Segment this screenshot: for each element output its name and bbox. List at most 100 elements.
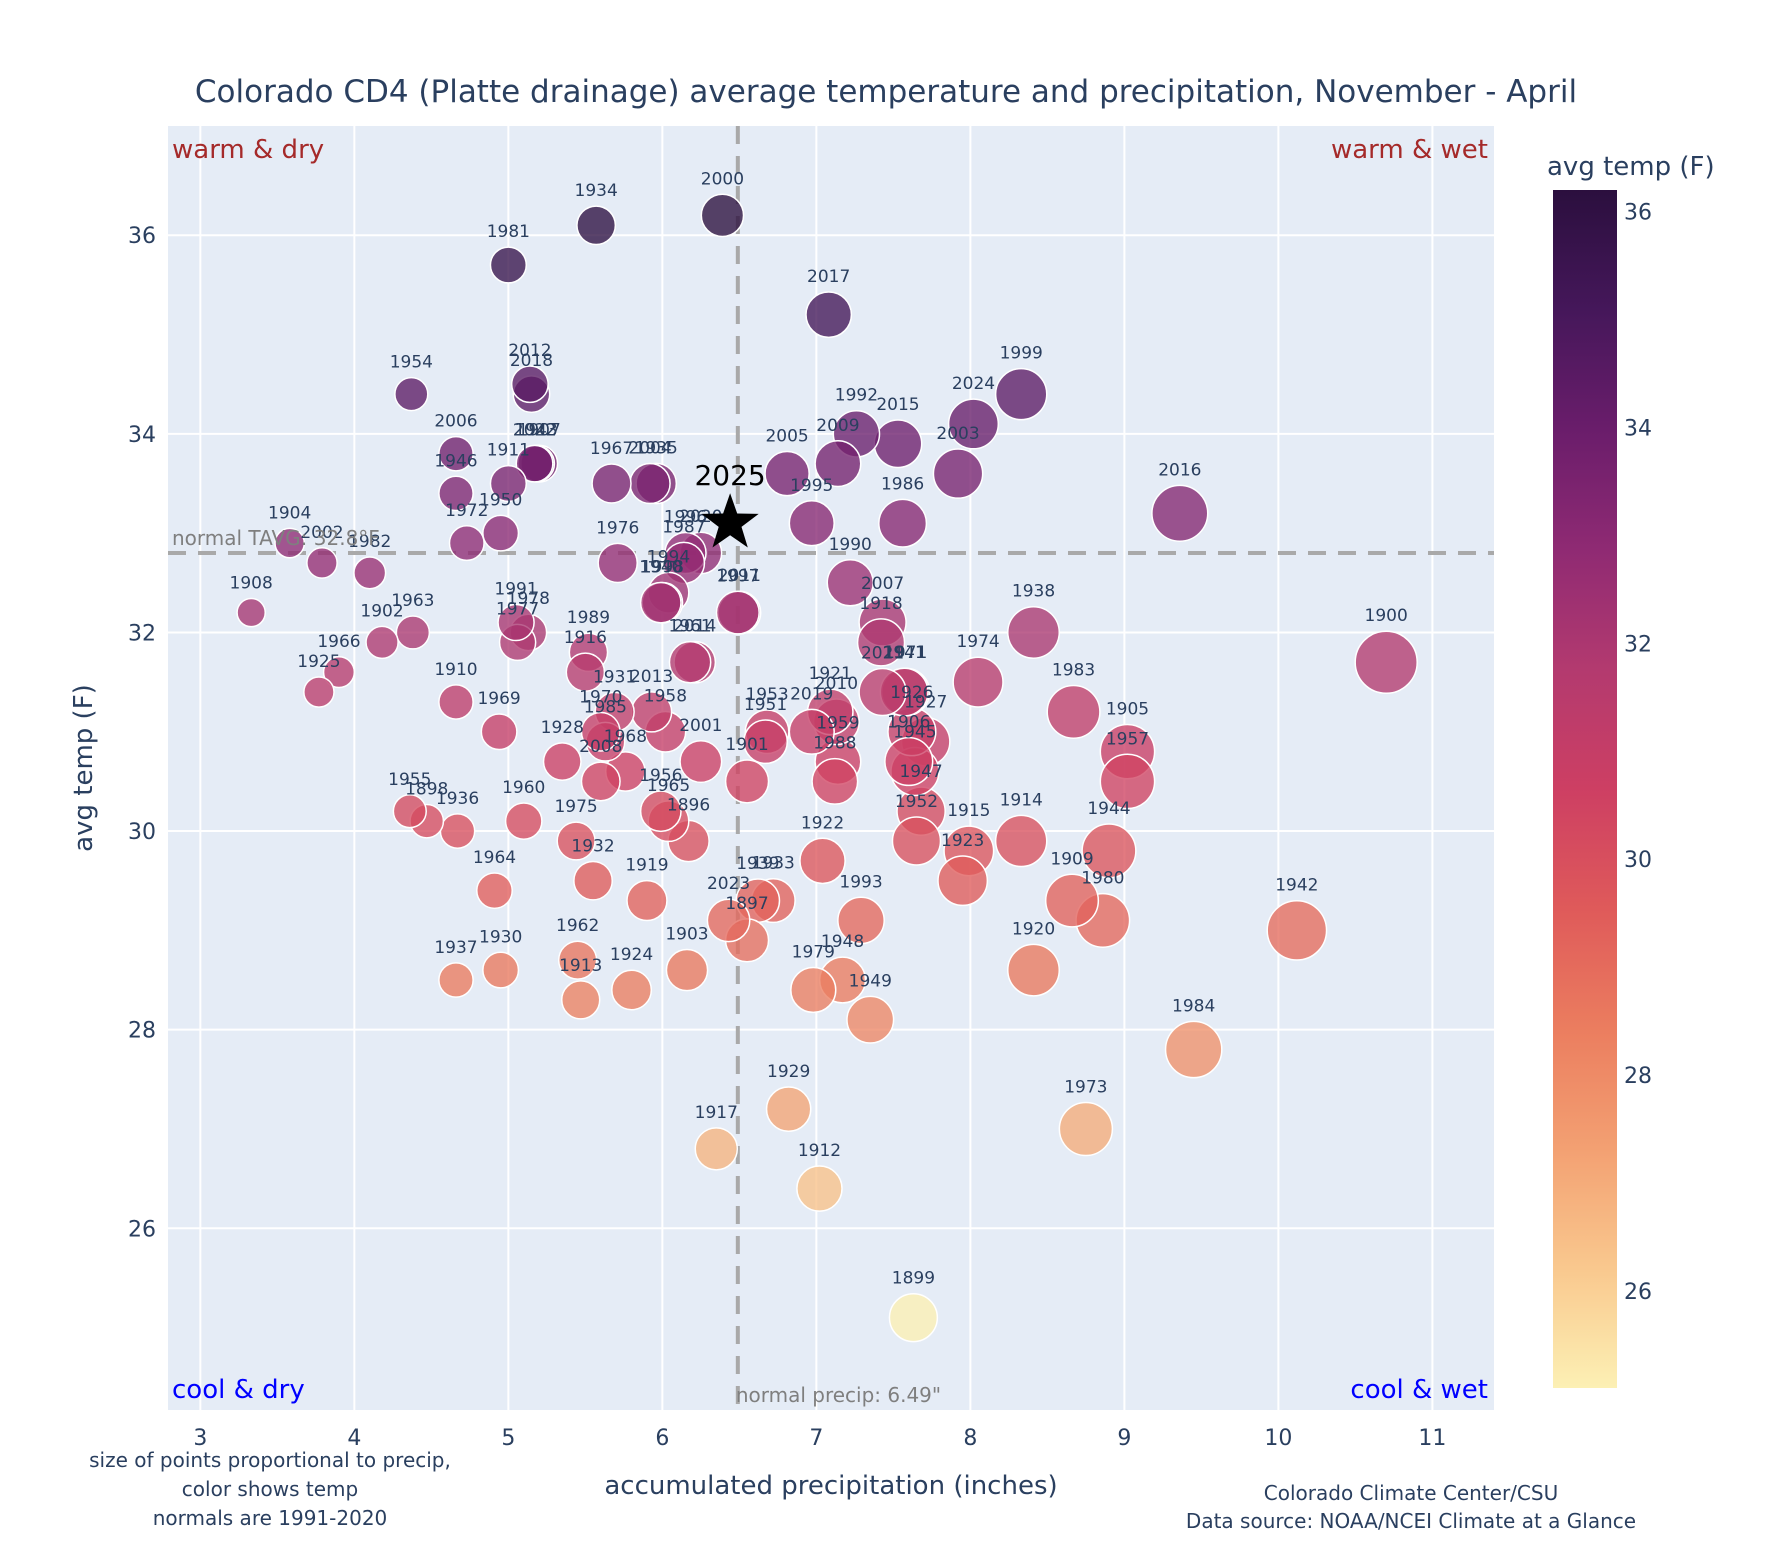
point-1964[interactable] — [476, 872, 513, 910]
point-1928[interactable] — [542, 742, 582, 782]
point-1930[interactable] — [482, 951, 520, 989]
point-1962[interactable] — [557, 940, 598, 980]
point-2012[interactable] — [510, 365, 549, 404]
point-label: 1949 — [849, 971, 892, 991]
point-1904[interactable] — [274, 527, 306, 559]
point-2015[interactable] — [873, 419, 923, 469]
point-1938[interactable] — [1007, 605, 1061, 659]
point-1940[interactable] — [639, 581, 682, 624]
point-1981[interactable] — [489, 246, 528, 284]
point-1974[interactable] — [952, 656, 1004, 708]
point-1912[interactable] — [796, 1165, 843, 1212]
point-1970[interactable] — [580, 711, 621, 752]
point-1984[interactable] — [1164, 1020, 1223, 1079]
point-label: 2007 — [861, 574, 904, 594]
point-1975[interactable] — [556, 821, 596, 861]
point-1960[interactable] — [504, 802, 543, 841]
point-1950[interactable] — [482, 514, 520, 552]
point-1982[interactable] — [353, 556, 387, 590]
point-1937[interactable] — [438, 962, 474, 998]
point-1903[interactable] — [665, 948, 709, 992]
point-1925[interactable] — [303, 676, 335, 708]
point-2006[interactable] — [438, 435, 474, 472]
point-1913[interactable] — [561, 980, 601, 1020]
point-1986[interactable] — [878, 498, 928, 548]
point-1929[interactable] — [765, 1086, 812, 1132]
point-2022[interactable] — [515, 444, 554, 483]
point-1999[interactable] — [994, 367, 1048, 421]
point-1922[interactable] — [799, 837, 846, 885]
point-1916[interactable] — [565, 652, 606, 692]
point-1991[interactable] — [497, 603, 535, 642]
point-1972[interactable] — [448, 525, 485, 562]
point-1979[interactable] — [790, 966, 837, 1014]
point-1967[interactable] — [591, 463, 632, 504]
point-1908[interactable] — [236, 597, 266, 628]
point-1932[interactable] — [573, 860, 613, 901]
point-2017[interactable] — [805, 291, 853, 339]
point-2005[interactable] — [764, 450, 810, 497]
point-2008[interactable] — [580, 761, 621, 802]
point-1911[interactable] — [489, 464, 528, 503]
point-label: 1915 — [947, 801, 990, 821]
point-2016[interactable] — [1151, 484, 1209, 542]
colorbar-gradient — [1553, 190, 1617, 1388]
point-2000[interactable] — [700, 193, 745, 238]
point-1952[interactable] — [891, 816, 942, 866]
point-1901[interactable] — [724, 759, 770, 804]
point-1976[interactable] — [597, 542, 638, 584]
footnote-left-line: normals are 1991-2020 — [153, 1506, 388, 1530]
point-2003[interactable] — [932, 448, 984, 499]
point-1956[interactable] — [639, 790, 682, 833]
point-1934[interactable] — [576, 205, 617, 246]
point-1949[interactable] — [846, 995, 895, 1044]
point-2001[interactable] — [679, 740, 723, 784]
point-1936[interactable] — [439, 813, 476, 849]
point-1924[interactable] — [611, 969, 653, 1011]
point-label: 1985 — [584, 697, 627, 717]
point-1910[interactable] — [438, 684, 474, 720]
point-1990[interactable] — [826, 559, 875, 607]
y-tick-label: 28 — [128, 1019, 156, 1044]
point-1951[interactable] — [743, 719, 789, 765]
point-1969[interactable] — [480, 713, 518, 751]
point-1957[interactable] — [1099, 753, 1156, 810]
footnote-left: size of points proportional to precip, c… — [89, 1448, 451, 1530]
point-label: 1947 — [899, 762, 942, 782]
point-1988[interactable] — [811, 757, 859, 805]
point-1955[interactable] — [392, 794, 427, 829]
point-label: 2020 — [679, 507, 722, 527]
point-1918[interactable] — [856, 618, 906, 667]
point-1983[interactable] — [1046, 684, 1101, 739]
point-1973[interactable] — [1058, 1101, 1114, 1157]
point-1995[interactable] — [788, 500, 835, 547]
point-label: 1986 — [881, 474, 924, 494]
point-1899[interactable] — [888, 1292, 939, 1343]
point-label: 1957 — [1106, 729, 1149, 749]
point-1909[interactable] — [1044, 873, 1100, 928]
point-2021[interactable] — [858, 667, 907, 717]
point-1993[interactable] — [837, 896, 885, 945]
point-1966[interactable] — [322, 656, 356, 689]
point-2002[interactable] — [306, 547, 338, 579]
point-1919[interactable] — [626, 879, 668, 922]
point-2009[interactable] — [814, 440, 862, 488]
point-1920[interactable] — [1007, 943, 1061, 997]
point-1906[interactable] — [884, 736, 934, 787]
point-1917[interactable] — [694, 1127, 739, 1171]
point-1923[interactable] — [937, 855, 989, 907]
point-1942[interactable] — [1266, 899, 1328, 961]
point-2004[interactable] — [629, 462, 671, 505]
point-1946[interactable] — [438, 475, 474, 512]
point-label: 1914 — [1000, 790, 1043, 810]
point-2023[interactable] — [706, 898, 751, 943]
point-1944[interactable] — [1081, 823, 1137, 879]
point-1954[interactable] — [394, 376, 429, 412]
point-1902[interactable] — [365, 625, 399, 660]
point-2024[interactable] — [947, 398, 1000, 450]
point-1997[interactable] — [715, 590, 760, 635]
point-1963[interactable] — [395, 615, 431, 650]
point-1914[interactable] — [994, 814, 1048, 868]
point-1961[interactable] — [668, 640, 712, 684]
point-1900[interactable] — [1354, 630, 1418, 694]
